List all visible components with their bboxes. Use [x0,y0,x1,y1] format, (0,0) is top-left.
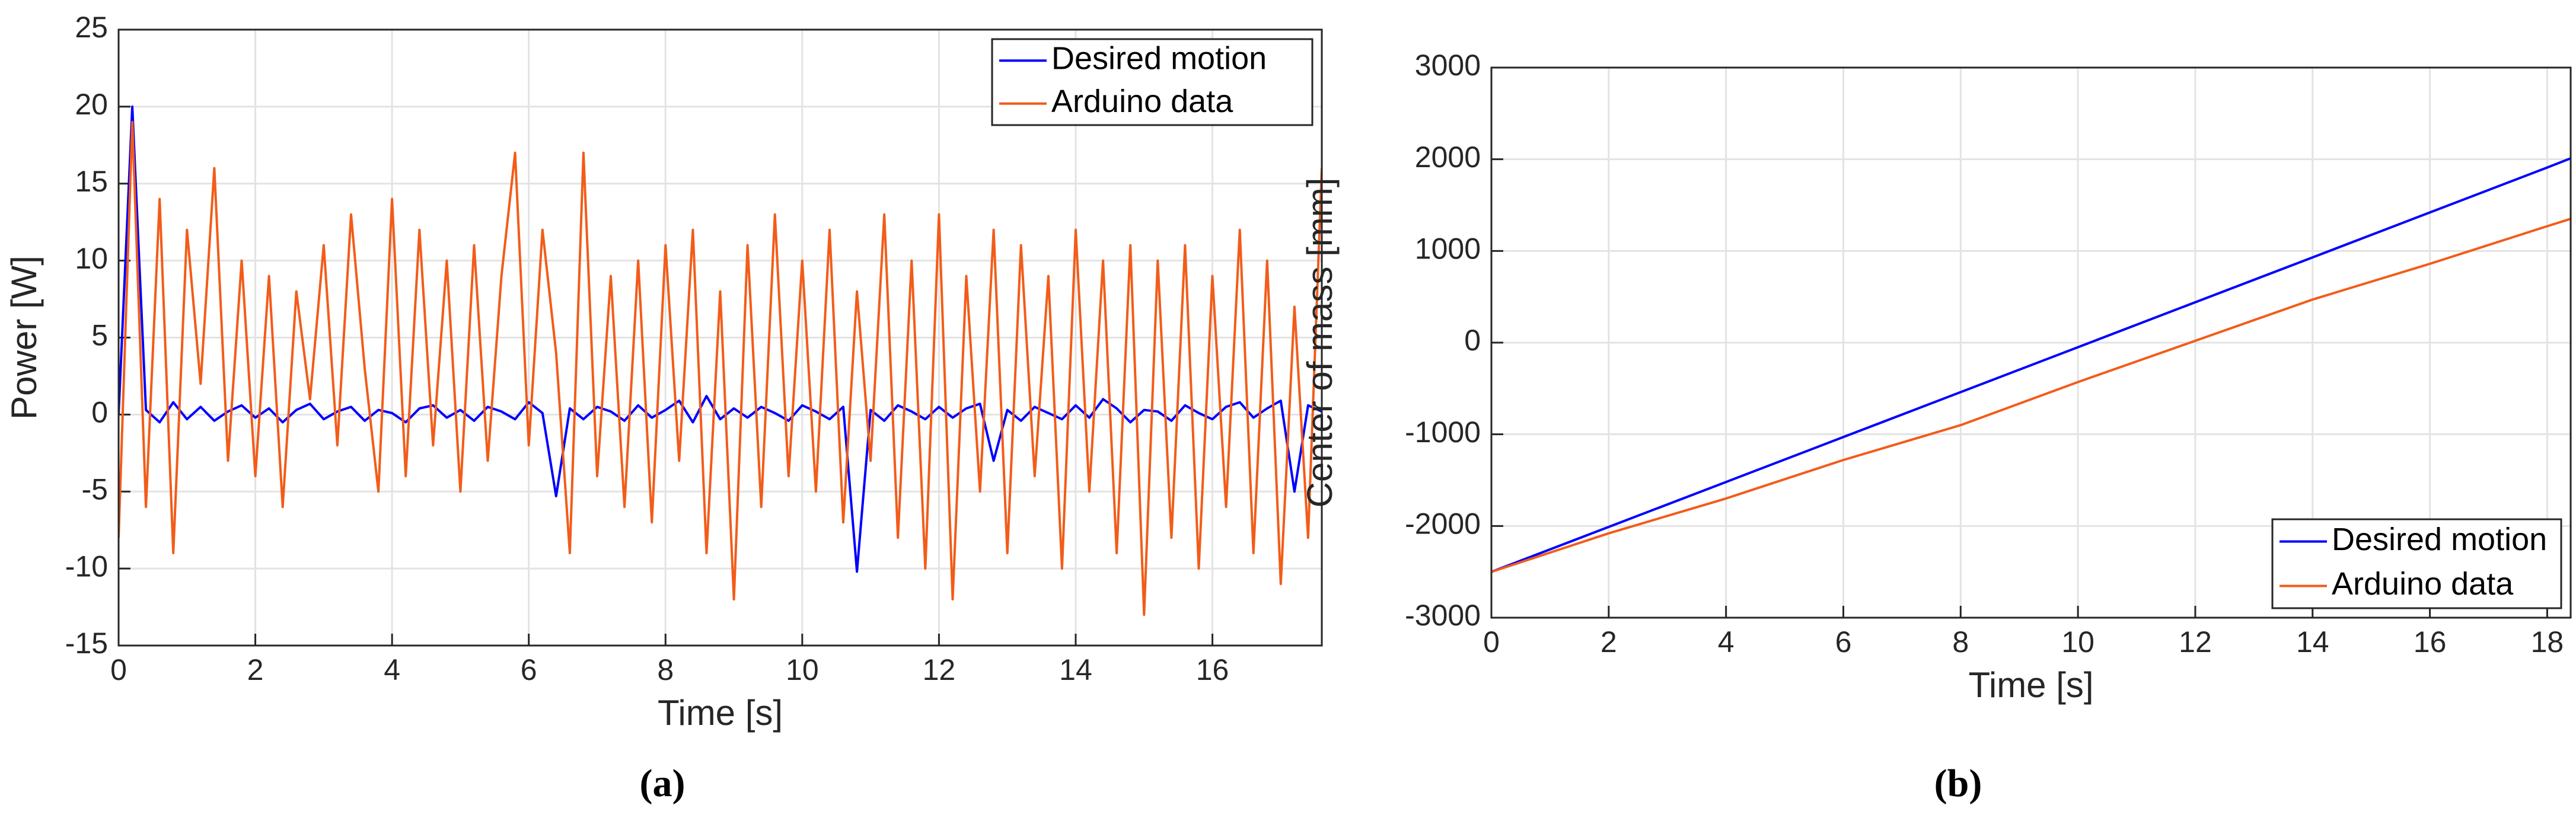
x-tick-label: 8 [657,653,674,686]
legend-label: Desired motion [1051,41,1267,76]
x-tick-label: 14 [1059,653,1092,686]
x-tick-label: 16 [2414,625,2447,659]
legend-label: Desired motion [2332,522,2547,557]
legend-label: Arduino data [1051,84,1233,119]
y-tick-label: 2000 [1415,140,1481,174]
x-tick-label: 12 [2179,625,2212,659]
x-tick-label: 0 [110,653,127,686]
x-tick-label: 0 [1483,625,1500,659]
y-tick-label: 5 [91,319,108,352]
y-tick-label: 3000 [1415,49,1481,82]
y-tick-label: -3000 [1405,599,1481,632]
y-axis-label: Power [W] [4,255,44,420]
y-tick-label: -1000 [1405,416,1481,449]
x-tick-label: 4 [384,653,400,686]
x-tick-label: 6 [1835,625,1852,659]
y-tick-label: 20 [75,88,108,121]
x-axis-label: Time [s] [1968,665,2093,705]
data-line [1491,157,2571,573]
y-tick-label: -5 [82,472,108,506]
x-tick-label: 2 [247,653,264,686]
caption: (a) [640,762,686,805]
legend-box [2271,518,2562,609]
y-tick-label: -2000 [1405,507,1481,541]
y-tick-label: -15 [65,627,108,660]
axes-box [1490,66,2572,619]
axes-box [117,28,1323,647]
x-tick-label: 12 [923,653,956,686]
x-tick-label: 8 [1952,625,1969,659]
x-tick-label: 4 [1718,625,1735,659]
x-axis-label: Time [s] [658,693,783,733]
y-tick-label: 25 [75,11,108,44]
x-tick-label: 10 [2061,625,2094,659]
data-line [119,120,1322,616]
x-tick-label: 2 [1601,625,1617,659]
y-tick-label: -10 [65,550,108,583]
legend-box [991,38,1313,126]
caption: (b) [1934,762,1982,805]
x-tick-label: 6 [521,653,537,686]
y-tick-label: 15 [75,165,108,198]
data-line [119,105,1322,573]
y-axis-label: Center of mass [mm] [1300,178,1340,508]
y-tick-label: 0 [1464,324,1481,357]
x-tick-label: 10 [786,653,819,686]
y-tick-label: 10 [75,242,108,275]
x-tick-label: 16 [1196,653,1229,686]
y-tick-label: 0 [91,396,108,429]
x-tick-label: 14 [2296,625,2329,659]
data-line [1491,218,2571,573]
x-tick-label: 18 [2531,625,2564,659]
y-tick-label: 1000 [1415,232,1481,266]
legend-label: Arduino data [2332,566,2514,602]
